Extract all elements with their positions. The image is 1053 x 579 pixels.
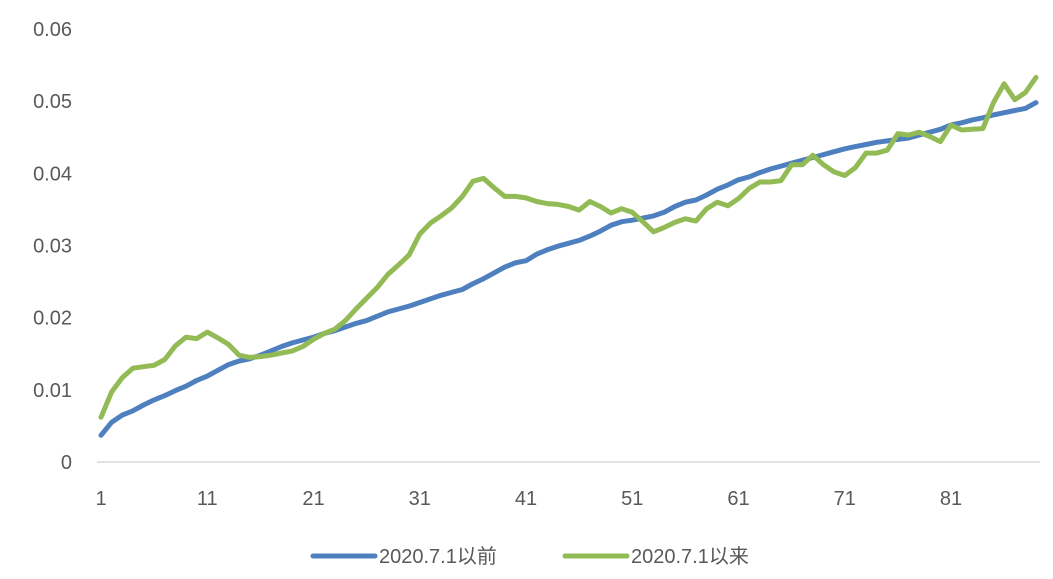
x-tick-label: 81 [940,488,962,510]
series-line-2 [98,74,1039,420]
x-tick-label: 61 [727,488,749,510]
series-line-1 [98,100,1039,438]
y-tick-label: 0.03 [33,236,72,258]
x-tick-label: 21 [302,488,324,510]
x-tick-label: 71 [834,488,856,510]
y-axis-tick-labels: 0 0.01 0.02 0.03 0.04 0.05 0.06 [33,19,72,474]
y-tick-label: 0.02 [33,308,72,330]
series-lines [98,74,1039,438]
legend: 2020.7.1以前 2020.7.1以来 [310,545,749,568]
x-tick-label: 31 [409,488,431,510]
y-tick-label: 0.05 [33,91,72,113]
x-tick-label: 41 [515,488,537,510]
legend-label-1: 2020.7.1以前 [379,545,497,568]
x-tick-label: 51 [621,488,643,510]
y-tick-label: 0.01 [33,380,72,402]
y-tick-label: 0 [61,452,72,474]
y-tick-label: 0.04 [33,163,72,185]
x-axis-tick-labels: 1 11 21 31 41 51 61 71 81 [95,488,962,510]
legend-label-2: 2020.7.1以来 [631,545,749,568]
y-tick-label: 0.06 [33,19,72,41]
x-tick-label: 1 [95,488,106,510]
x-tick-label: 11 [197,488,218,510]
